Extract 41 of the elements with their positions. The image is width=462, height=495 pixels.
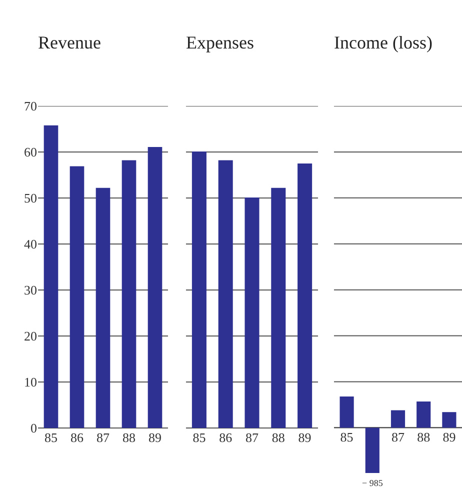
x-tick-label: 85 xyxy=(340,430,354,445)
bar xyxy=(244,198,260,428)
bar xyxy=(298,164,312,428)
y-tick-label: 0 xyxy=(30,420,37,436)
bar xyxy=(192,152,206,428)
chart-title: Income (loss) xyxy=(334,32,432,52)
x-tick-label: 89 xyxy=(442,430,456,445)
bar xyxy=(442,412,456,428)
y-tick-label: 30 xyxy=(24,282,37,298)
bar xyxy=(70,166,84,428)
y-tick-label: 70 xyxy=(24,98,37,114)
x-tick-label: 85 xyxy=(192,430,206,445)
bar xyxy=(271,188,286,428)
chart-title: Expenses xyxy=(186,32,254,52)
y-tick-label: 40 xyxy=(24,236,37,252)
chart-title: Revenue xyxy=(38,32,101,52)
bar xyxy=(416,402,431,428)
bar xyxy=(390,410,406,428)
annotation: − 985 xyxy=(362,478,384,488)
y-tick-label: 60 xyxy=(24,144,37,160)
x-tick-label: 87 xyxy=(392,430,405,445)
bar xyxy=(340,396,354,428)
x-tick-label: 89 xyxy=(298,430,312,445)
y-tick-label: 50 xyxy=(24,190,37,206)
x-tick-label: 88 xyxy=(122,430,136,445)
bar xyxy=(96,188,110,428)
y-tick-label: 10 xyxy=(24,374,37,390)
x-tick-label: 86 xyxy=(219,430,233,445)
bar xyxy=(148,146,162,428)
x-tick-label: 88 xyxy=(417,430,430,445)
x-tick-label: 87 xyxy=(246,430,259,445)
y-tick-label: 20 xyxy=(24,328,37,344)
x-tick-label: 86 xyxy=(70,430,84,445)
x-tick-label: 88 xyxy=(272,430,285,445)
bar xyxy=(44,125,58,428)
x-tick-label: 89 xyxy=(148,430,162,445)
x-tick-label: 85 xyxy=(44,430,58,445)
bar xyxy=(365,428,380,473)
bar xyxy=(218,160,233,428)
x-tick-label: 87 xyxy=(96,430,110,445)
bar xyxy=(122,160,136,428)
